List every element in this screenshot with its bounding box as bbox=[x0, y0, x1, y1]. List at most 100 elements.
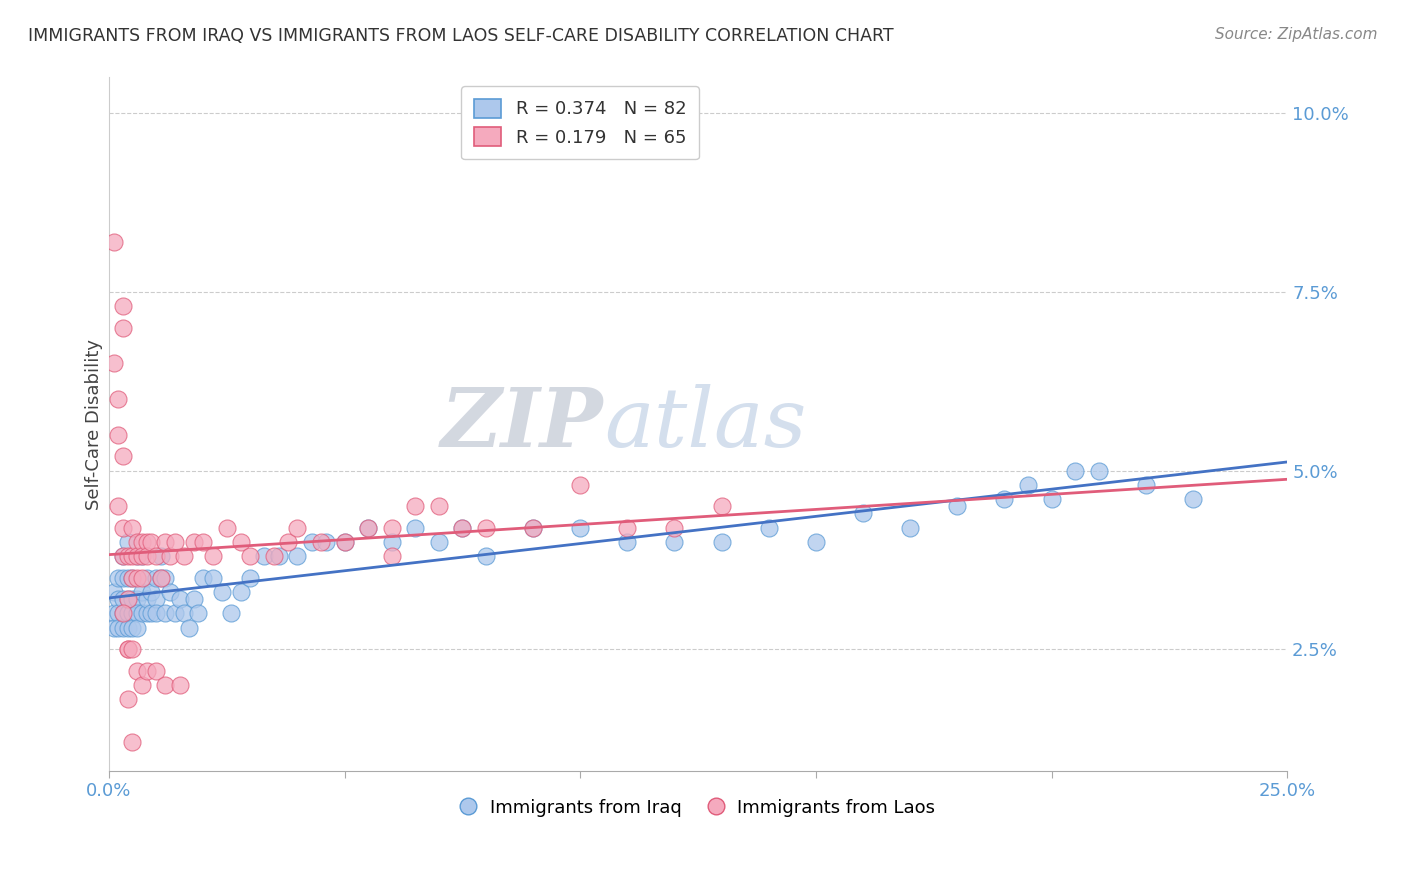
Point bbox=[475, 521, 498, 535]
Point bbox=[103, 621, 125, 635]
Point bbox=[404, 521, 426, 535]
Point bbox=[127, 621, 149, 635]
Point bbox=[155, 535, 177, 549]
Point bbox=[107, 392, 129, 406]
Point bbox=[145, 607, 167, 621]
Point bbox=[163, 535, 186, 549]
Point bbox=[111, 592, 134, 607]
Point bbox=[173, 607, 195, 621]
Point bbox=[569, 478, 592, 492]
Point bbox=[135, 607, 157, 621]
Point bbox=[159, 549, 181, 564]
Point bbox=[131, 678, 153, 692]
Point bbox=[121, 621, 143, 635]
Point bbox=[121, 592, 143, 607]
Point bbox=[121, 571, 143, 585]
Point bbox=[111, 521, 134, 535]
Point bbox=[616, 535, 638, 549]
Point bbox=[135, 535, 157, 549]
Point bbox=[121, 521, 143, 535]
Point bbox=[163, 607, 186, 621]
Point bbox=[169, 678, 191, 692]
Point bbox=[145, 664, 167, 678]
Point bbox=[117, 621, 139, 635]
Point bbox=[381, 521, 404, 535]
Point bbox=[117, 642, 139, 657]
Point bbox=[149, 571, 172, 585]
Point bbox=[183, 592, 205, 607]
Point bbox=[121, 735, 143, 749]
Point bbox=[263, 549, 285, 564]
Point bbox=[127, 535, 149, 549]
Y-axis label: Self-Care Disability: Self-Care Disability bbox=[86, 339, 103, 509]
Point bbox=[111, 299, 134, 313]
Point bbox=[758, 521, 780, 535]
Text: Source: ZipAtlas.com: Source: ZipAtlas.com bbox=[1215, 27, 1378, 42]
Point bbox=[177, 621, 200, 635]
Point bbox=[131, 549, 153, 564]
Point bbox=[149, 571, 172, 585]
Point bbox=[898, 521, 921, 535]
Point bbox=[135, 664, 157, 678]
Point bbox=[131, 549, 153, 564]
Point bbox=[127, 607, 149, 621]
Point bbox=[103, 585, 125, 599]
Point bbox=[404, 500, 426, 514]
Point bbox=[569, 521, 592, 535]
Point bbox=[117, 607, 139, 621]
Point bbox=[239, 571, 262, 585]
Point bbox=[135, 571, 157, 585]
Point bbox=[183, 535, 205, 549]
Point bbox=[221, 607, 243, 621]
Point bbox=[357, 521, 380, 535]
Point bbox=[107, 621, 129, 635]
Point bbox=[201, 549, 224, 564]
Point bbox=[141, 585, 163, 599]
Text: IMMIGRANTS FROM IRAQ VS IMMIGRANTS FROM LAOS SELF-CARE DISABILITY CORRELATION CH: IMMIGRANTS FROM IRAQ VS IMMIGRANTS FROM … bbox=[28, 27, 894, 45]
Point bbox=[107, 427, 129, 442]
Point bbox=[1040, 492, 1063, 507]
Point bbox=[111, 621, 134, 635]
Point bbox=[173, 549, 195, 564]
Point bbox=[131, 571, 153, 585]
Point bbox=[616, 521, 638, 535]
Point bbox=[131, 535, 153, 549]
Point bbox=[239, 549, 262, 564]
Point bbox=[131, 607, 153, 621]
Text: ZIP: ZIP bbox=[441, 384, 603, 464]
Point bbox=[191, 535, 214, 549]
Point bbox=[993, 492, 1015, 507]
Point bbox=[804, 535, 827, 549]
Point bbox=[946, 500, 969, 514]
Point bbox=[357, 521, 380, 535]
Point bbox=[301, 535, 323, 549]
Point bbox=[215, 521, 238, 535]
Point bbox=[127, 549, 149, 564]
Point bbox=[117, 549, 139, 564]
Point bbox=[117, 642, 139, 657]
Point bbox=[1181, 492, 1204, 507]
Point bbox=[117, 535, 139, 549]
Point bbox=[381, 535, 404, 549]
Point bbox=[127, 664, 149, 678]
Point bbox=[107, 571, 129, 585]
Point bbox=[1087, 463, 1109, 477]
Legend: Immigrants from Iraq, Immigrants from Laos: Immigrants from Iraq, Immigrants from La… bbox=[454, 791, 942, 824]
Point bbox=[111, 320, 134, 334]
Point bbox=[107, 592, 129, 607]
Point bbox=[381, 549, 404, 564]
Point bbox=[107, 607, 129, 621]
Point bbox=[145, 592, 167, 607]
Point bbox=[159, 585, 181, 599]
Point bbox=[111, 607, 134, 621]
Point bbox=[107, 500, 129, 514]
Point bbox=[121, 607, 143, 621]
Point bbox=[522, 521, 544, 535]
Text: atlas: atlas bbox=[603, 384, 806, 464]
Point bbox=[155, 607, 177, 621]
Point bbox=[117, 592, 139, 607]
Point bbox=[427, 535, 450, 549]
Point bbox=[111, 571, 134, 585]
Point bbox=[1017, 478, 1039, 492]
Point bbox=[169, 592, 191, 607]
